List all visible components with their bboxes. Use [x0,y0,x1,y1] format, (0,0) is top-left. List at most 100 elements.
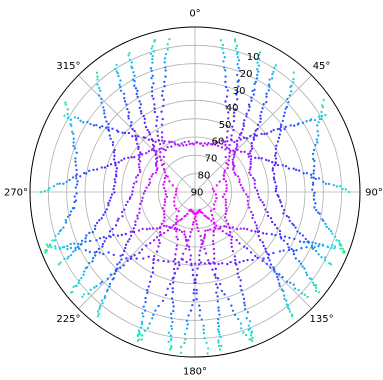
data-point-925 [214,143,217,146]
data-point-868 [170,317,173,320]
data-point-1099 [278,250,282,253]
data-point-216 [291,222,294,225]
data-point-29 [235,143,239,146]
data-point-1353 [180,217,184,220]
data-point-72 [269,263,273,266]
data-point-1350 [186,212,189,216]
data-point-1061 [93,251,96,254]
data-point-294 [238,69,242,72]
data-point-704 [69,210,73,213]
data-point-1162 [270,233,273,236]
data-point-110 [256,123,260,127]
data-point-255 [311,181,315,184]
data-point-535 [116,72,120,75]
data-point-360 [247,324,250,327]
data-point-934 [247,152,250,156]
data-point-84 [285,299,288,302]
data-point-364 [250,331,253,335]
data-point-788 [149,275,153,278]
data-point-638 [115,170,118,173]
data-point-1150 [225,225,228,228]
data-point-1189 [195,297,198,301]
data-point-236 [321,105,325,109]
data-point-104 [262,102,265,106]
data-point-1224 [124,232,127,236]
radial-tick-label: 40 [226,103,239,114]
data-point-44 [234,173,237,176]
data-point-903 [137,135,140,138]
data-point-770 [161,207,164,210]
data-point-1072 [152,258,155,262]
data-point-88 [288,307,291,311]
data-point-1263 [187,239,190,242]
data-point-852 [175,244,179,247]
data-point-1161 [265,232,268,235]
data-point-829 [162,142,165,145]
data-point-927 [220,146,224,149]
data-point-954 [314,177,317,181]
data-point-246 [314,143,317,147]
data-point-328 [224,201,228,204]
data-point-803 [138,331,141,334]
data-point-1323 [223,293,226,296]
data-point-937 [257,157,260,160]
data-point-245 [316,141,319,144]
data-point-82 [282,294,286,297]
data-point-1042 [62,182,65,185]
data-point-1159 [257,230,261,233]
data-point-1226 [116,234,120,237]
data-point-298 [237,85,240,88]
data-point-917 [183,140,186,144]
data-point-1215 [159,225,162,229]
data-point-730 [151,54,154,58]
data-point-35 [232,156,236,159]
data-point-696 [75,183,79,186]
data-point-766 [165,195,169,198]
data-point-1340 [194,215,197,218]
data-point-648 [108,199,111,202]
data-point-230 [323,256,327,259]
data-point-1093 [246,258,249,262]
data-point-944 [281,164,284,167]
data-point-399 [214,193,217,196]
data-point-1070 [142,257,145,260]
data-point-1367 [138,251,141,254]
data-point-49 [241,186,244,190]
data-point-1 [257,53,261,56]
data-point-1036 [83,171,86,175]
data-point-682 [71,130,74,133]
data-point-728 [152,50,155,53]
data-point-395 [218,180,221,183]
data-point-316 [226,163,230,166]
data-point-300 [235,93,238,96]
data-point-795 [142,305,145,308]
data-point-1047 [47,189,50,192]
data-point-439 [218,348,222,351]
data-point-1081 [194,262,197,265]
data-point-302 [233,103,236,106]
data-point-573 [131,190,134,193]
data-point-900 [127,131,131,135]
data-point-640 [115,175,118,178]
data-point-354 [243,301,246,304]
data-point-1051 [50,246,53,249]
data-point-972 [301,121,305,125]
data-point-809 [168,37,171,41]
data-point-339 [230,238,233,241]
data-point-659 [91,231,94,234]
data-point-1164 [279,235,282,239]
data-point-611 [96,75,99,78]
data-point-27 [238,136,241,139]
data-point-712 [57,232,60,235]
data-point-732 [151,61,154,64]
data-point-683 [72,132,75,135]
data-point-533 [114,67,117,71]
data-point-1039 [71,176,75,179]
data-point-953 [312,176,315,179]
data-point-427 [218,313,221,316]
data-point-700 [74,199,78,202]
data-point-875 [169,338,173,342]
data-point-471 [152,147,155,150]
data-point-1063 [102,252,105,256]
data-point-403 [213,207,216,211]
